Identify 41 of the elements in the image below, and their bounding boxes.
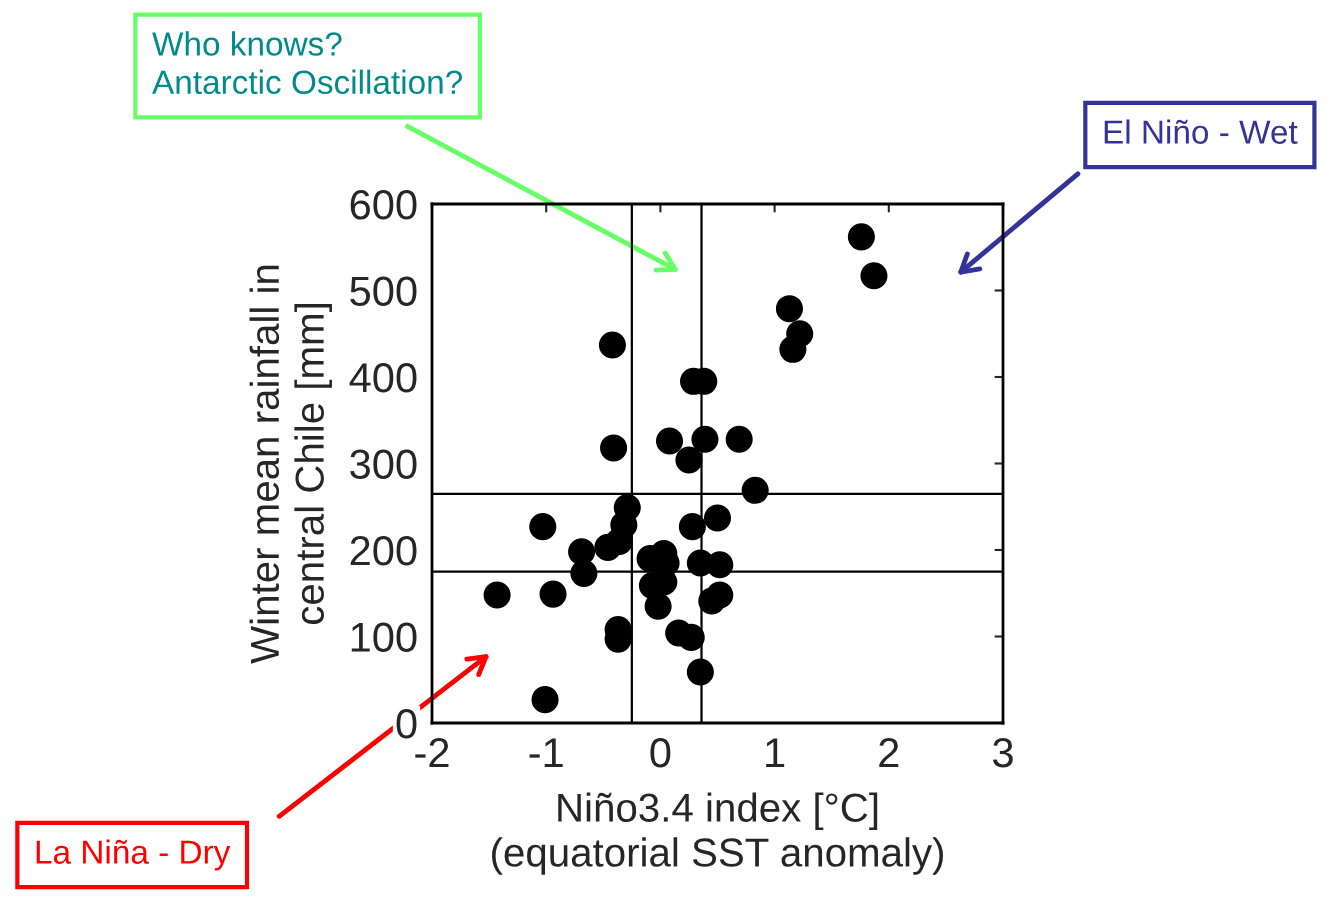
y-tick-label: 300	[350, 449, 417, 480]
point	[483, 581, 511, 609]
point	[600, 434, 628, 462]
point	[598, 331, 626, 359]
point	[644, 592, 672, 620]
point	[775, 295, 803, 323]
y-tick-label: 600	[350, 190, 417, 220]
text: Who knows? Antarctic Oscillation?	[152, 31, 462, 95]
x-tick-label: -2	[415, 737, 449, 768]
point	[725, 425, 753, 453]
point	[539, 580, 567, 608]
point	[686, 658, 714, 686]
point	[678, 513, 706, 541]
point	[691, 425, 719, 453]
y-axis-title: Winter mean rainfall in central Chile [mm]	[249, 265, 332, 664]
point	[698, 587, 726, 615]
point	[703, 504, 732, 532]
text: El Niño - Wet	[1104, 119, 1298, 144]
point	[656, 427, 684, 455]
point	[594, 533, 622, 561]
y-tick-label: 500	[350, 276, 417, 307]
point	[529, 513, 557, 541]
point	[570, 559, 598, 587]
text: La Niña - Dry	[36, 839, 231, 871]
point	[860, 262, 888, 290]
point	[847, 223, 875, 251]
point	[706, 551, 734, 579]
x-tick-label: 3	[993, 737, 1013, 768]
point	[779, 335, 807, 363]
point	[741, 476, 769, 504]
x-tick-label: -1	[529, 738, 563, 768]
y-tick-label: 200	[350, 536, 417, 566]
x-tick-label: 2	[879, 737, 899, 768]
y-tick-label: 0	[396, 709, 417, 739]
point	[675, 446, 703, 474]
x-tick-label: 1	[766, 738, 785, 768]
x-tick-label: 0	[650, 737, 671, 768]
x-axis-title: Niño3.4 index [°C] (equatorial SST anomaly)	[492, 792, 943, 875]
point	[531, 686, 559, 714]
y-tick-label: 100	[351, 622, 417, 653]
y-tick-label: 400	[349, 363, 417, 393]
